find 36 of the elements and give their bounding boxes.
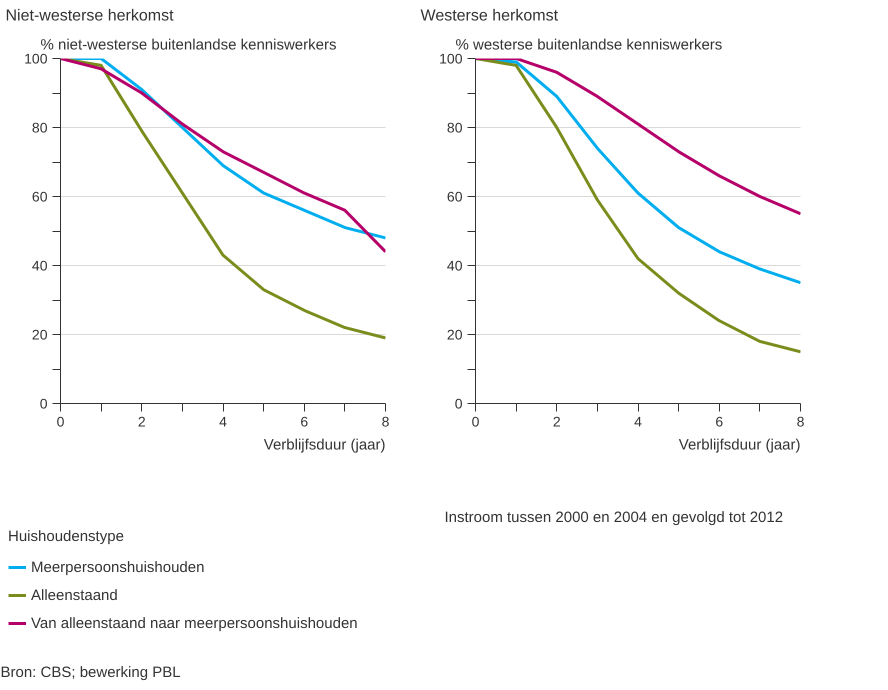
y-tick-label: 20: [32, 326, 48, 342]
x-tick-label: 8: [382, 414, 390, 430]
y-tick-label: 80: [446, 120, 463, 136]
legend-title: Huishoudenstype: [8, 528, 125, 545]
y-axis-title: % westerse buitenlandse kenniswerkers: [456, 36, 722, 54]
x-tick-label: 4: [634, 414, 642, 430]
text: Bron: CBS; bewerking PBL: [0, 664, 181, 681]
x-tick-label: 6: [300, 414, 308, 430]
y-tick-label: 100: [439, 50, 463, 66]
x-axis-title: Verblijfsduur (jaar): [678, 436, 801, 454]
y-axis-title: % niet-westerse buitenlandse kenniswerkers: [40, 36, 336, 54]
y-tick-label: 0: [454, 396, 463, 412]
y-tick-label: 80: [32, 120, 48, 136]
y-tick-label: 0: [40, 396, 48, 412]
x-tick-label: 2: [138, 414, 146, 430]
y-tick-label: 60: [446, 188, 463, 204]
legend-label: Alleenstaand: [31, 586, 118, 604]
x-axis-title: Verblijfsduur (jaar): [264, 436, 386, 454]
x-tick-label: 4: [219, 414, 228, 430]
x-tick-label: 0: [56, 414, 65, 430]
chart-title: Niet-westerse herkomst: [6, 8, 174, 24]
x-tick-label: 8: [796, 414, 805, 430]
x-tick-label: 2: [552, 414, 561, 430]
text: Instroom tussen 2000 en 2004 en gevolgd tot 2012: [444, 509, 784, 526]
y-tick-label: 40: [446, 258, 463, 274]
legend-label: Meerpersoonshuishouden: [31, 558, 204, 576]
legend-label: Van alleenstaand naar meerpersoonshuishouden: [31, 614, 358, 632]
line-series: [476, 58, 800, 354]
y-tick-label: 100: [24, 50, 48, 66]
x-tick-label: 0: [472, 414, 480, 430]
chart-title: Westerse herkomst: [420, 8, 559, 24]
line-series: [476, 58, 800, 216]
y-tick-label: 20: [446, 326, 463, 342]
x-tick-label: 6: [715, 414, 724, 430]
y-tick-label: 60: [32, 188, 48, 204]
y-tick-label: 40: [32, 258, 48, 274]
